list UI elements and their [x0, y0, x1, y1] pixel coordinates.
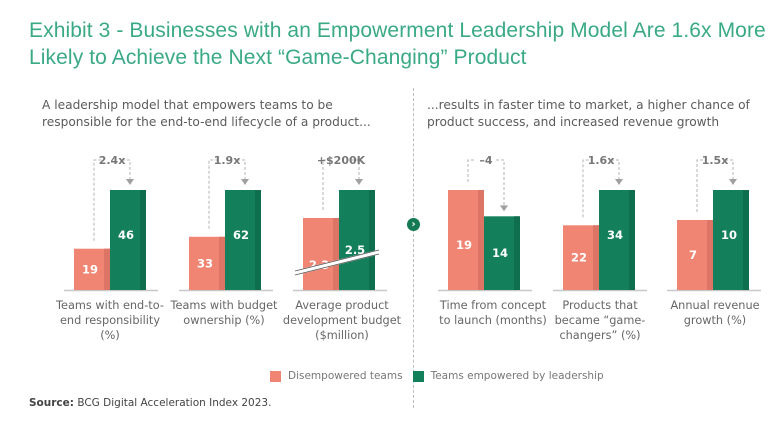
bar-disempowered-shade — [707, 220, 713, 290]
bar-empowered-shade — [514, 216, 520, 290]
data-label-disempowered: 33 — [197, 256, 213, 270]
arrow-down-icon — [126, 179, 134, 185]
data-label-empowered: 10 — [721, 228, 737, 242]
category-label: Teams with end-to-end responsibility (%) — [56, 299, 164, 342]
bar-empowered-shade — [140, 190, 146, 290]
comparison-bracket — [725, 159, 734, 180]
bar-disempowered-shade — [478, 190, 484, 290]
data-label-empowered: 2.5 — [345, 243, 365, 257]
comparison-bracket — [208, 159, 217, 229]
axis-break-gap — [294, 249, 380, 276]
category-label: Products that became “game-changers” (%) — [554, 299, 646, 342]
data-label-empowered: 46 — [118, 228, 134, 242]
data-label-empowered: 14 — [492, 246, 508, 260]
legend: Disempowered teams Teams empowered by le… — [270, 370, 614, 382]
comparison-bracket — [93, 159, 102, 241]
data-label-disempowered: 22 — [571, 251, 587, 265]
section-divider — [413, 88, 414, 408]
bar-empowered-shade — [629, 190, 635, 290]
bar-disempowered-shade — [219, 236, 225, 290]
data-label-disempowered: 19 — [456, 238, 472, 252]
comparison-label: 1.6x — [588, 154, 615, 167]
category-label: Average product development budget ($mil… — [282, 299, 402, 342]
comparison-label: 1.5x — [702, 154, 729, 167]
comparison-bracket — [351, 159, 360, 180]
chevron-right-icon: › — [407, 218, 420, 231]
source-text: BCG Digital Acceleration Index 2023. — [73, 397, 272, 409]
category-label: Time from concept to launch (months) — [439, 299, 547, 327]
bar-empowered-shade — [369, 190, 375, 290]
comparison-label: –4 — [479, 154, 493, 167]
bar-disempowered-shade — [333, 218, 339, 290]
comparison-bracket — [237, 159, 246, 180]
arrow-down-icon — [615, 179, 623, 185]
axis-break-line — [294, 249, 380, 272]
bar-disempowered-shade — [593, 225, 599, 290]
bar-empowered-shade — [743, 190, 749, 290]
axis-break-line — [294, 253, 380, 276]
comparison-bracket — [582, 159, 591, 218]
bar-empowered-shade — [255, 190, 261, 290]
category-label: Teams with budget ownership (%) — [170, 299, 278, 327]
arrow-down-icon — [355, 179, 363, 185]
comparison-bracket — [496, 159, 505, 207]
data-label-empowered: 62 — [233, 228, 249, 242]
data-label-empowered: 34 — [607, 228, 623, 242]
arrow-down-icon — [241, 179, 249, 185]
comparison-label: +$200K — [317, 154, 366, 167]
arrow-down-icon — [500, 205, 508, 212]
comparison-bracket — [611, 159, 620, 180]
source-label: Source: — [29, 397, 74, 409]
legend-swatch-empowered — [412, 370, 424, 382]
legend-label: Disempowered teams — [288, 370, 403, 382]
arrow-down-icon — [729, 179, 737, 185]
comparison-bracket — [122, 159, 131, 180]
chart-title: Exhibit 3 - Businesses with an Empowerme… — [29, 19, 766, 69]
comparison-bracket — [696, 159, 705, 212]
comparison-label: 1.9x — [214, 154, 241, 167]
subtitle-right: ...results in faster time to market, a h… — [427, 98, 750, 129]
comparison-label: 2.4x — [99, 154, 126, 167]
data-label-disempowered: 19 — [82, 262, 98, 276]
comparison-bracket — [322, 159, 331, 210]
source-note: Source: BCG Digital Acceleration Index 2… — [29, 397, 271, 409]
legend-label: Teams empowered by leadership — [430, 370, 604, 382]
data-label-disempowered: 7 — [689, 248, 697, 262]
subtitle-left: A leadership model that empowers teams t… — [42, 98, 371, 129]
comparison-bracket — [467, 159, 476, 182]
legend-swatch-disempowered — [270, 370, 281, 382]
category-label: Annual revenue growth (%) — [670, 299, 760, 327]
bar-disempowered-shade — [104, 248, 110, 290]
